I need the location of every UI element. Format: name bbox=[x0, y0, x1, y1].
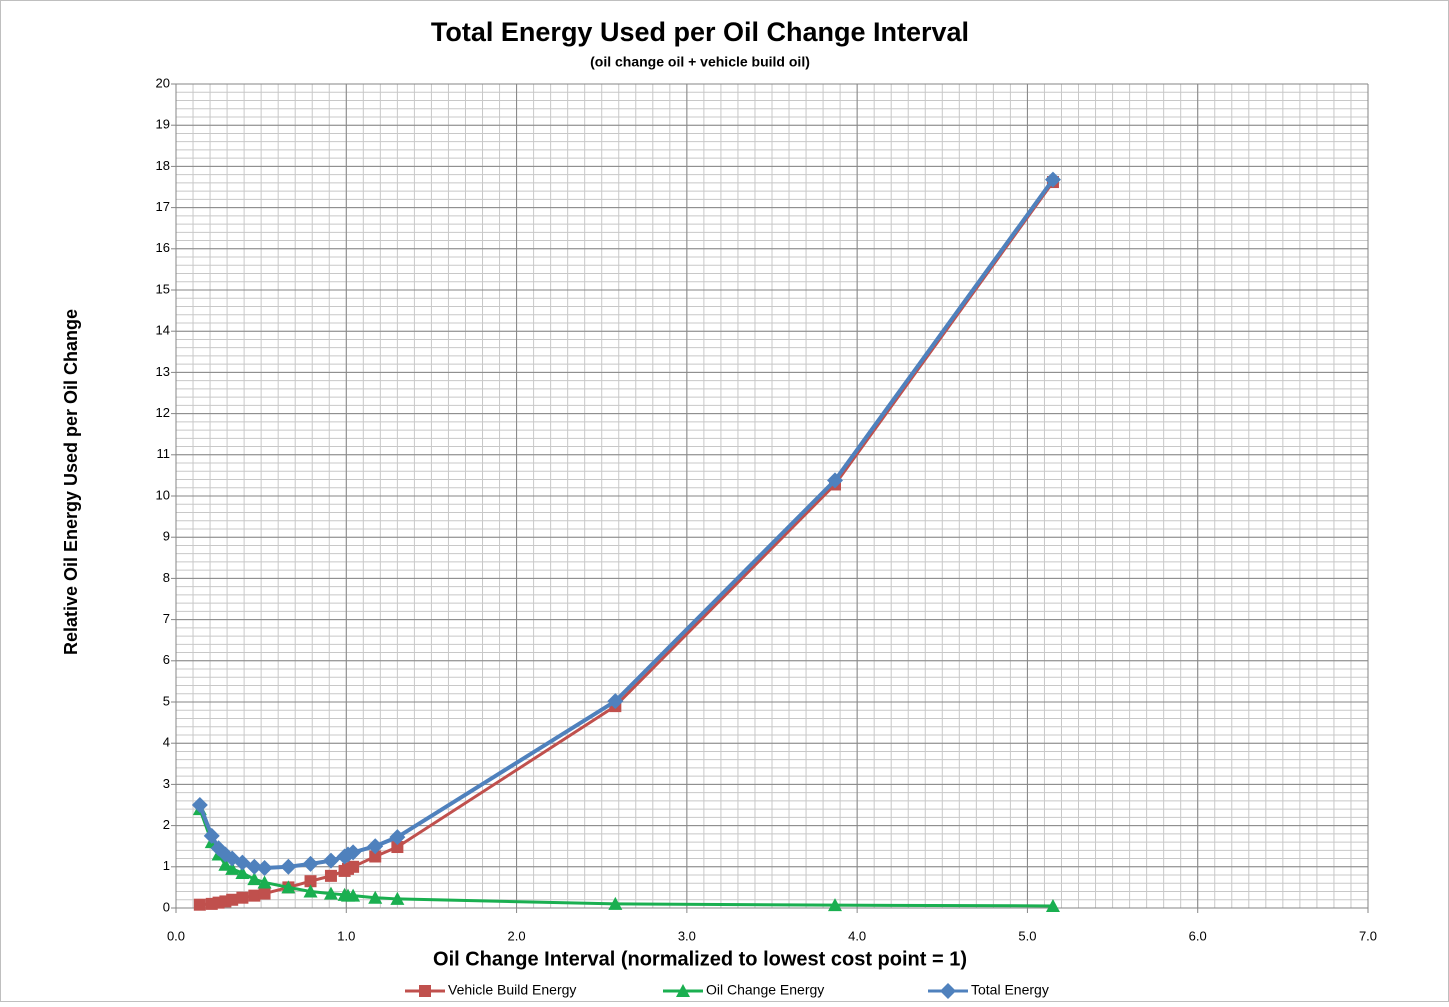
marker bbox=[368, 890, 383, 904]
marker bbox=[258, 887, 271, 900]
x-tick-label: 5.0 bbox=[1018, 928, 1036, 943]
marker bbox=[345, 844, 362, 861]
marker bbox=[369, 850, 382, 863]
marker bbox=[235, 865, 250, 879]
marker bbox=[191, 797, 208, 813]
marker bbox=[324, 869, 337, 882]
marker bbox=[608, 896, 623, 910]
x-tick-label: 3.0 bbox=[678, 928, 696, 943]
marker bbox=[1044, 171, 1061, 188]
y-tick-label: 16 bbox=[156, 240, 170, 255]
legend-marker bbox=[419, 985, 431, 997]
marker bbox=[1045, 898, 1060, 912]
legend-label: Oil Change Energy bbox=[706, 982, 824, 998]
y-tick-label: 2 bbox=[163, 817, 170, 832]
chart-title: Total Energy Used per Oil Change Interva… bbox=[431, 17, 969, 47]
marker bbox=[256, 860, 273, 877]
marker bbox=[247, 872, 262, 886]
marker bbox=[303, 884, 318, 898]
marker bbox=[607, 693, 624, 710]
y-tick-label: 17 bbox=[156, 199, 170, 214]
y-tick-label: 19 bbox=[156, 117, 170, 132]
chart-subtitle: (oil change oil + vehicle build oil) bbox=[590, 54, 810, 70]
y-tick-label: 10 bbox=[156, 487, 170, 502]
marker bbox=[390, 891, 405, 905]
legend-marker bbox=[676, 984, 690, 997]
marker bbox=[302, 855, 319, 872]
x-axis-label: Oil Change Interval (normalized to lowes… bbox=[433, 948, 967, 970]
marker bbox=[322, 852, 339, 869]
marker bbox=[280, 858, 297, 875]
x-tick-label: 7.0 bbox=[1359, 928, 1377, 943]
marker bbox=[391, 841, 404, 854]
marker bbox=[827, 472, 844, 489]
marker bbox=[281, 880, 296, 894]
marker bbox=[218, 857, 233, 871]
marker bbox=[389, 829, 406, 846]
y-tick-label: 15 bbox=[156, 281, 170, 296]
marker bbox=[226, 893, 239, 906]
marker bbox=[248, 889, 261, 902]
y-tick-label: 0 bbox=[163, 899, 170, 914]
marker bbox=[304, 875, 317, 888]
x-tick-label: 1.0 bbox=[337, 928, 355, 943]
marker bbox=[347, 860, 360, 873]
y-tick-label: 5 bbox=[163, 693, 170, 708]
y-tick-label: 8 bbox=[163, 570, 170, 585]
x-tick-label: 0.0 bbox=[167, 928, 185, 943]
y-tick-label: 12 bbox=[156, 405, 170, 420]
marker bbox=[234, 854, 251, 871]
x-tick-label: 4.0 bbox=[848, 928, 866, 943]
legend-marker bbox=[940, 983, 956, 999]
y-tick-label: 20 bbox=[156, 75, 170, 90]
y-axis-label: Relative Oil Energy Used per Oil Change bbox=[61, 309, 81, 655]
x-tick-label: 6.0 bbox=[1189, 928, 1207, 943]
y-tick-label: 18 bbox=[156, 158, 170, 173]
y-tick-label: 9 bbox=[163, 529, 170, 544]
marker bbox=[225, 861, 240, 875]
marker bbox=[203, 827, 220, 844]
marker bbox=[367, 838, 384, 855]
y-tick-label: 11 bbox=[157, 446, 171, 461]
y-tick-label: 14 bbox=[156, 323, 170, 338]
y-tick-label: 7 bbox=[163, 611, 170, 626]
marker bbox=[323, 886, 338, 900]
x-tick-label: 2.0 bbox=[508, 928, 526, 943]
y-tick-label: 4 bbox=[163, 735, 170, 750]
y-tick-label: 1 bbox=[163, 858, 170, 873]
legend-label: Total Energy bbox=[971, 982, 1049, 998]
y-tick-label: 6 bbox=[163, 652, 170, 667]
marker bbox=[236, 891, 249, 904]
marker bbox=[828, 898, 843, 912]
legend-label: Vehicle Build Energy bbox=[448, 982, 576, 998]
marker bbox=[257, 875, 272, 889]
marker bbox=[193, 898, 206, 911]
marker bbox=[346, 888, 361, 902]
y-tick-label: 3 bbox=[163, 776, 170, 791]
y-tick-label: 13 bbox=[156, 364, 170, 379]
marker bbox=[246, 858, 263, 875]
